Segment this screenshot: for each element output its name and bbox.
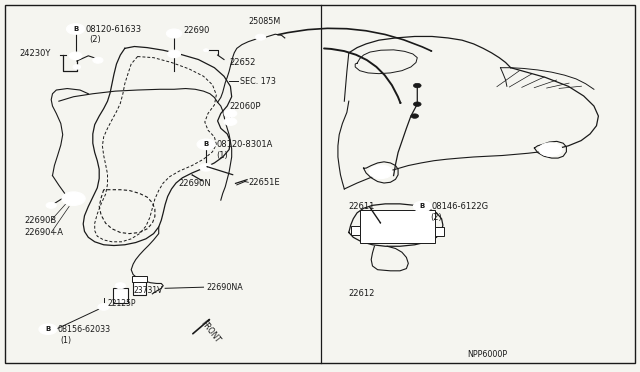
Circle shape bbox=[376, 169, 386, 175]
Bar bbox=[113, 288, 128, 303]
Circle shape bbox=[135, 276, 144, 282]
Circle shape bbox=[413, 83, 421, 88]
Circle shape bbox=[46, 202, 56, 208]
Circle shape bbox=[545, 147, 556, 153]
Text: 22690+A: 22690+A bbox=[24, 228, 63, 237]
Text: 08146-6122G: 08146-6122G bbox=[432, 202, 489, 211]
Circle shape bbox=[539, 143, 562, 156]
Circle shape bbox=[411, 114, 419, 118]
Circle shape bbox=[416, 228, 426, 234]
Text: 23731V: 23731V bbox=[133, 286, 163, 295]
Text: 08120-8301A: 08120-8301A bbox=[216, 140, 273, 149]
Text: 22652: 22652 bbox=[229, 58, 255, 67]
Text: 22690N: 22690N bbox=[178, 179, 211, 187]
Text: 08120-61633: 08120-61633 bbox=[85, 25, 141, 33]
Text: 22690NA: 22690NA bbox=[206, 283, 243, 292]
Circle shape bbox=[369, 165, 392, 179]
Bar bbox=[132, 276, 147, 282]
Circle shape bbox=[93, 57, 103, 63]
Circle shape bbox=[224, 118, 237, 125]
Circle shape bbox=[115, 283, 125, 289]
Text: 22690B: 22690B bbox=[24, 216, 56, 225]
Text: 22612: 22612 bbox=[349, 289, 375, 298]
Circle shape bbox=[67, 24, 84, 34]
Circle shape bbox=[68, 196, 79, 202]
Circle shape bbox=[39, 324, 57, 334]
Bar bbox=[360, 210, 435, 243]
Text: 22611: 22611 bbox=[349, 202, 375, 211]
Text: 22060P: 22060P bbox=[229, 102, 260, 110]
Circle shape bbox=[168, 50, 180, 58]
Text: 22125P: 22125P bbox=[108, 299, 136, 308]
Circle shape bbox=[255, 34, 266, 40]
Text: 08156-62033: 08156-62033 bbox=[58, 325, 111, 334]
Text: 24230Y: 24230Y bbox=[19, 49, 51, 58]
Text: SEC. 173: SEC. 173 bbox=[240, 77, 276, 86]
Bar bbox=[351, 226, 360, 235]
Bar bbox=[133, 280, 146, 295]
Circle shape bbox=[413, 201, 431, 212]
Bar bbox=[435, 227, 444, 236]
Text: (1): (1) bbox=[216, 151, 228, 160]
Circle shape bbox=[204, 49, 209, 52]
Text: 22690: 22690 bbox=[183, 26, 209, 35]
Circle shape bbox=[390, 228, 401, 234]
Text: (2): (2) bbox=[90, 35, 101, 44]
Circle shape bbox=[224, 110, 237, 117]
Circle shape bbox=[69, 52, 82, 60]
Circle shape bbox=[197, 139, 215, 150]
Text: B: B bbox=[73, 26, 78, 32]
Text: (1): (1) bbox=[61, 336, 72, 345]
Circle shape bbox=[200, 164, 212, 171]
Text: 22651E: 22651E bbox=[248, 178, 280, 187]
Circle shape bbox=[73, 65, 81, 69]
Circle shape bbox=[62, 192, 85, 205]
Text: NPP6000P: NPP6000P bbox=[467, 350, 508, 359]
Text: 25085M: 25085M bbox=[248, 17, 280, 26]
Circle shape bbox=[416, 223, 429, 231]
Circle shape bbox=[166, 29, 182, 38]
Text: B: B bbox=[45, 326, 51, 332]
Circle shape bbox=[413, 102, 421, 106]
Circle shape bbox=[98, 304, 109, 310]
Text: FRONT: FRONT bbox=[198, 319, 221, 345]
Circle shape bbox=[366, 228, 376, 234]
Text: B: B bbox=[204, 141, 209, 147]
Text: B: B bbox=[420, 203, 425, 209]
Text: (2): (2) bbox=[430, 213, 442, 222]
